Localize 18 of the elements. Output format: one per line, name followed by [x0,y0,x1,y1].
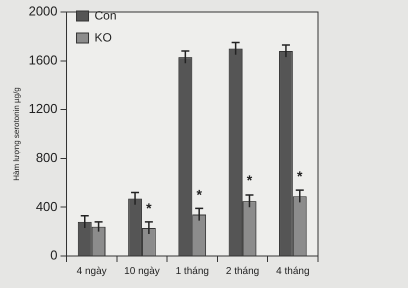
annotation: * [196,186,202,202]
y-tick-label: 1200 [28,101,58,116]
y-tick-label: 2000 [28,4,58,19]
x-tick-label: 4 ngày [76,266,107,277]
y-axis-title: Hàm lượng serotonin µg/g [12,87,22,181]
legend-label: Con [94,8,117,22]
annotation: * [297,168,304,184]
y-tick-label: 400 [36,198,58,214]
x-tick-label: 1 tháng [176,266,209,277]
x-tick-label: 2 tháng [226,266,260,277]
y-tick-label: 1600 [28,52,58,68]
x-tick-label: 4 tháng [276,266,310,277]
y-tick-label: 0 [50,248,58,263]
legend-label: KO [94,30,112,44]
annotation: * [246,172,253,188]
annotation: * [146,200,152,216]
y-tick-label: 800 [36,150,58,165]
x-tick-label: 10 ngày [124,266,160,277]
